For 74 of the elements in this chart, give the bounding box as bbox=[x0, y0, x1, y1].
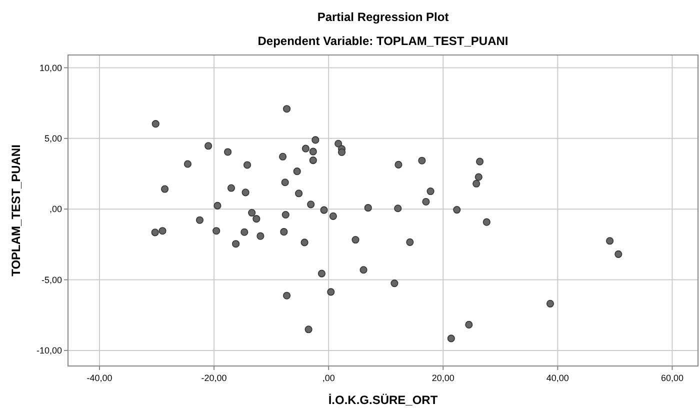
point bbox=[465, 320, 473, 328]
point bbox=[158, 227, 166, 235]
point bbox=[248, 208, 256, 217]
point bbox=[243, 161, 252, 169]
point bbox=[282, 105, 291, 113]
point bbox=[293, 168, 301, 176]
point bbox=[309, 156, 317, 164]
point bbox=[281, 178, 289, 186]
point bbox=[304, 326, 312, 334]
x-axis-title: İ.O.K.G.SÜRE_ORT bbox=[328, 393, 438, 407]
point bbox=[360, 266, 368, 274]
x-tick-label: 60,00 bbox=[660, 373, 684, 383]
point bbox=[295, 190, 303, 198]
point bbox=[426, 187, 434, 196]
point bbox=[302, 144, 310, 152]
point bbox=[309, 148, 317, 156]
y-tick-label: ,00 bbox=[49, 204, 62, 214]
point bbox=[352, 236, 360, 244]
point bbox=[394, 204, 402, 212]
point bbox=[476, 158, 484, 166]
point bbox=[204, 142, 212, 150]
point bbox=[280, 228, 288, 236]
point bbox=[422, 198, 430, 206]
point bbox=[364, 204, 372, 212]
point bbox=[196, 216, 204, 224]
point bbox=[212, 227, 220, 235]
point bbox=[312, 136, 320, 144]
point bbox=[252, 215, 260, 223]
point bbox=[152, 120, 160, 128]
point bbox=[394, 160, 402, 168]
point bbox=[278, 152, 287, 160]
point bbox=[300, 238, 308, 246]
point bbox=[546, 300, 554, 308]
point bbox=[161, 185, 169, 193]
point bbox=[614, 250, 622, 258]
point bbox=[232, 240, 240, 248]
point bbox=[334, 140, 342, 148]
point bbox=[282, 292, 291, 300]
point bbox=[447, 334, 455, 342]
x-tick-label: 40,00 bbox=[546, 373, 569, 383]
point bbox=[282, 210, 290, 219]
point bbox=[474, 173, 482, 181]
point bbox=[472, 180, 480, 188]
y-tick-label: -10,00 bbox=[36, 346, 62, 356]
chart-title: Partial Regression Plot bbox=[317, 10, 449, 24]
point bbox=[214, 202, 222, 210]
point bbox=[338, 148, 346, 156]
point bbox=[329, 212, 337, 220]
x-tick-label: 20,00 bbox=[432, 373, 454, 383]
point bbox=[256, 232, 264, 240]
point bbox=[307, 200, 315, 208]
chart-subtitle: Dependent Variable: TOPLAM_TEST_PUANI bbox=[258, 34, 508, 48]
y-tick-label: 5,00 bbox=[44, 134, 62, 144]
y-axis-title: TOPLAM_TEST_PUANI bbox=[9, 144, 23, 276]
point bbox=[390, 280, 398, 288]
point bbox=[184, 160, 192, 168]
x-tick-label: -20,00 bbox=[201, 373, 227, 383]
point bbox=[482, 218, 490, 226]
point bbox=[242, 188, 250, 196]
point bbox=[151, 228, 159, 236]
y-tick-label: 10,00 bbox=[39, 62, 62, 73]
point bbox=[320, 206, 328, 214]
point bbox=[318, 270, 326, 278]
y-tick-label: -5,00 bbox=[41, 274, 62, 285]
point bbox=[418, 156, 426, 164]
x-tick-label: -40,00 bbox=[86, 373, 112, 383]
point bbox=[227, 184, 236, 192]
point bbox=[606, 237, 614, 245]
point bbox=[327, 288, 335, 296]
x-tick-label: ,00 bbox=[322, 373, 335, 383]
point bbox=[453, 206, 461, 214]
point bbox=[240, 228, 248, 236]
point bbox=[224, 148, 232, 156]
point bbox=[406, 238, 414, 246]
